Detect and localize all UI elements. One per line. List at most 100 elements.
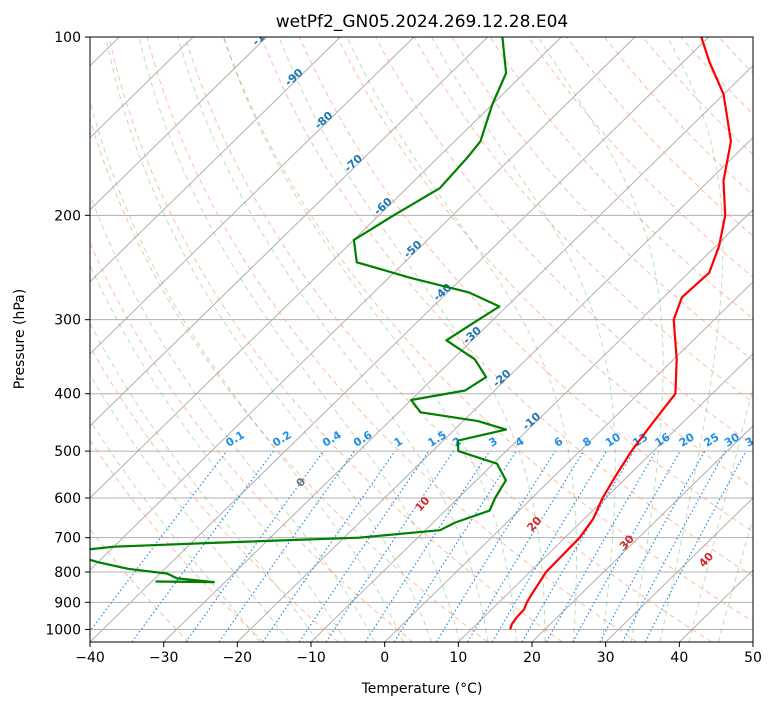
isotherm-line <box>90 37 488 427</box>
x-tick-label: 40 <box>670 650 688 666</box>
y-tick-label: 600 <box>54 491 81 507</box>
moist-adiabat-label: 10 <box>413 494 433 514</box>
isotherm-line <box>90 37 194 139</box>
x-tick-label: −30 <box>149 650 179 666</box>
moist-adiabat-label: 20 <box>525 514 545 534</box>
isotherm-line <box>90 37 267 211</box>
y-tick-label: 100 <box>54 30 81 46</box>
y-tick-label: 1000 <box>45 622 81 638</box>
temperature-line <box>509 37 732 630</box>
isotherm-line <box>90 37 562 499</box>
moist-adiabat-line <box>90 192 376 642</box>
moist-adiabat-line <box>659 37 724 642</box>
x-axis-label: Temperature (°C) <box>361 681 483 697</box>
y-axis-label: Pressure (hPa) <box>12 289 28 389</box>
mixing-ratio-line <box>131 450 275 642</box>
mixing-ratio-line <box>466 450 585 642</box>
y-tick-label: 200 <box>54 208 81 224</box>
mixing-ratio-line <box>521 450 635 642</box>
isotherm-line <box>457 353 753 642</box>
dry-adiabat-line <box>757 37 775 642</box>
mixing-ratio-line <box>545 450 657 642</box>
mixing-ratio-label: 16 <box>653 430 673 449</box>
dry-adiabat-line <box>90 345 339 642</box>
mixing-ratio-label: 3 <box>486 435 499 450</box>
mixing-ratio-label: 2 <box>450 435 463 450</box>
moist-adiabat-line <box>90 373 290 642</box>
moist-adiabat-line <box>346 37 577 642</box>
y-axis: 100 200 300 400 500 600 700 800 900 1000 <box>45 30 90 638</box>
dry-adiabat-line <box>718 37 753 74</box>
isotherm-line <box>310 209 753 642</box>
isotherm-label: -60 <box>371 195 395 218</box>
y-tick-label: 300 <box>54 313 81 329</box>
moist-adiabat-line <box>717 517 753 642</box>
isotherm-label: -90 <box>282 66 306 89</box>
x-tick-label: 30 <box>597 650 615 666</box>
grid-lines <box>90 37 753 642</box>
mixing-ratio-label: 0.4 <box>320 428 344 450</box>
dry-adiabat-line <box>451 37 753 361</box>
isotherm-label: -70 <box>342 152 366 175</box>
moist-adiabat-line <box>138 37 461 642</box>
isotherm-line <box>90 37 709 642</box>
mixing-ratio-label: 36 <box>743 430 763 449</box>
x-tick-label: 10 <box>449 650 467 666</box>
y-tick-label: 800 <box>54 565 81 581</box>
mixing-ratio-line <box>572 450 681 642</box>
isotherm-label: -20 <box>490 367 514 390</box>
mixing-ratio-line <box>621 450 726 642</box>
mixing-ratio-label: 8 <box>580 435 593 450</box>
dry-adiabat-line <box>108 37 563 642</box>
x-tick-label: 0 <box>380 650 389 666</box>
x-tick-label: −10 <box>296 650 326 666</box>
isotherm-line <box>752 641 753 642</box>
moist-adiabat-line <box>90 322 319 642</box>
isotherm-line <box>531 425 753 642</box>
y-tick-label: 500 <box>54 444 81 460</box>
x-tick-label: −20 <box>223 650 253 666</box>
isotherm-line <box>90 37 636 571</box>
mixing-ratio-line <box>298 450 430 642</box>
dry-adiabat-line <box>90 117 488 642</box>
isotherm-line <box>384 281 753 642</box>
mixing-ratio-label: 0.6 <box>351 428 375 450</box>
moist-adiabat-label: 40 <box>696 550 716 570</box>
moist-adiabat-line <box>537 37 664 642</box>
mixing-ratio-label: 20 <box>677 430 697 449</box>
isotherm-line <box>90 37 415 355</box>
dry-adiabat-line <box>299 37 753 533</box>
mixing-ratio-line <box>218 450 355 642</box>
mixing-ratio-label: 1 <box>392 435 405 450</box>
dry-adiabat-line <box>184 37 712 642</box>
y-tick-label: 900 <box>54 595 81 611</box>
mixing-ratio-label: 1.5 <box>425 428 448 449</box>
isotherm-label: -80 <box>312 109 336 132</box>
moist-adiabat-line <box>688 385 753 642</box>
mixing-ratio-label: 0.1 <box>223 428 246 449</box>
moist-adiabat-line <box>177 37 489 642</box>
mixing-ratio-line <box>262 450 396 642</box>
mixing-ratio-label: 25 <box>702 431 722 450</box>
dry-adiabat-line <box>260 37 753 577</box>
mixing-ratio-label: 30 <box>722 430 742 449</box>
moist-adiabat-label: 0 <box>294 475 309 490</box>
isotherm-label: -100 <box>250 20 279 48</box>
isotherm-label: -50 <box>401 238 425 261</box>
mixing-ratio-line <box>364 450 491 642</box>
moist-adiabat-line <box>90 419 261 642</box>
plot-frame <box>89 36 754 643</box>
moist-adiabat-line <box>431 37 616 642</box>
x-axis: −40 −30 −20 −10 0 10 20 30 40 50 <box>75 642 762 666</box>
dry-adiabat-line <box>90 241 414 642</box>
moist-adiabat-line <box>105 37 432 642</box>
dry-adiabat-line <box>90 439 264 642</box>
mixing-ratio-line <box>435 450 556 642</box>
dry-adiabat-line <box>642 37 753 156</box>
mixing-ratio-label: 10 <box>603 430 623 449</box>
mixing-ratio-line <box>491 450 608 642</box>
dewpoint-line <box>90 37 508 584</box>
isotherm-line <box>605 497 753 642</box>
isotherm-line <box>90 37 341 283</box>
